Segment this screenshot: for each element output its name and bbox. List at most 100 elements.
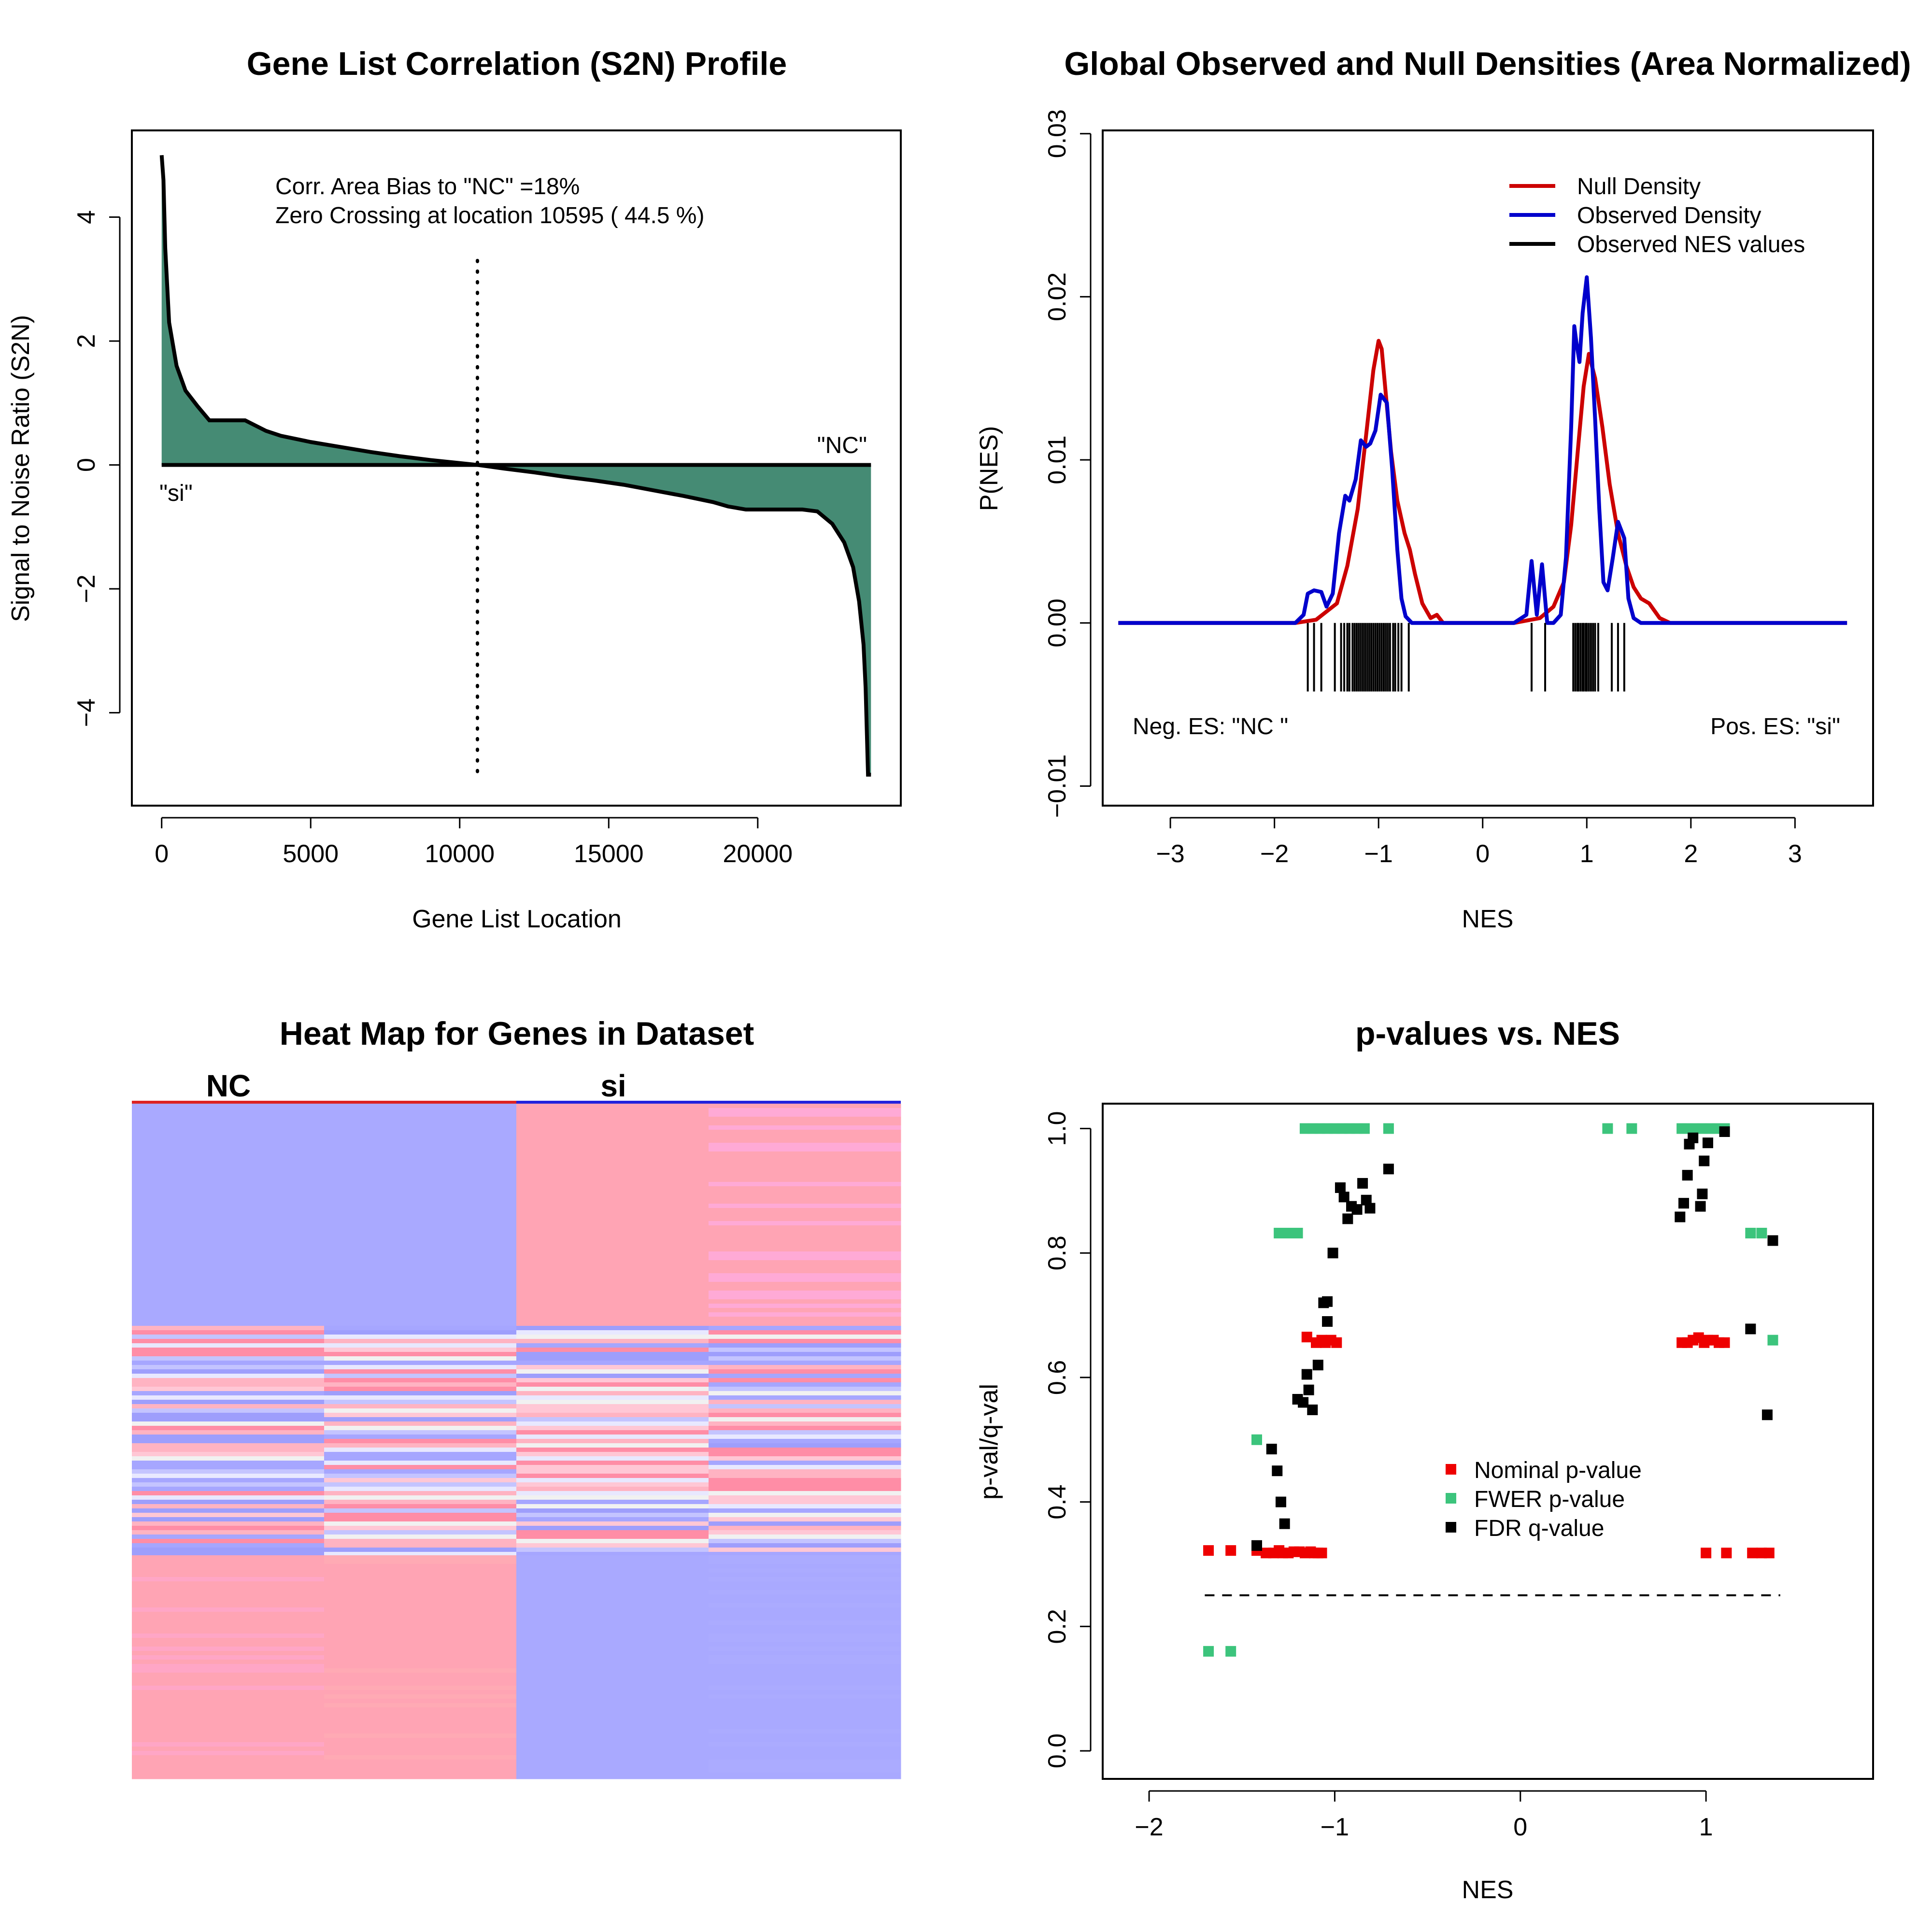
heatmap-cell <box>709 1134 901 1139</box>
heatmap-cell <box>324 1147 517 1152</box>
heatmap-cell <box>132 1395 325 1400</box>
heatmap-panel: Heat Map for Genes in Dataset NC si <box>132 1015 901 1779</box>
heatmap-cell <box>709 1586 901 1591</box>
heatmap-cell <box>709 1426 901 1431</box>
heatmap-cell <box>516 1178 709 1182</box>
heatmap-cell <box>709 1117 901 1122</box>
heatmap-cell <box>324 1443 517 1448</box>
heatmap-cell <box>516 1400 709 1405</box>
heatmap-cell <box>516 1521 709 1526</box>
heatmap-cell <box>709 1234 901 1239</box>
heatmap-cell <box>324 1395 517 1400</box>
heatmap-cell <box>709 1599 901 1604</box>
heatmap-cell <box>324 1404 517 1409</box>
heatmap-cell <box>709 1690 901 1695</box>
heatmap-cell <box>132 1356 325 1361</box>
heatmap-cell <box>324 1764 517 1769</box>
heatmap-cell <box>709 1777 901 1779</box>
heatmap-cell <box>709 1699 901 1704</box>
heatmap-cell <box>324 1742 517 1747</box>
heatmap-cell <box>516 1534 709 1539</box>
heatmap-cell <box>324 1521 517 1526</box>
fdr-q-point <box>1298 1397 1309 1408</box>
legend-fdr-label: FDR q-value <box>1474 1516 1604 1541</box>
heatmap-cell <box>709 1395 901 1400</box>
heatmap-cell <box>709 1487 901 1492</box>
heatmap-cell <box>709 1443 901 1448</box>
density-annotation-neg: Neg. ES: "NC " <box>1133 714 1288 739</box>
pvalue-y-tick-label: 0.6 <box>1043 1360 1071 1395</box>
heatmap-cell <box>132 1491 325 1496</box>
fdr-q-point <box>1697 1188 1708 1199</box>
fwer-p-point <box>1283 1228 1294 1239</box>
heatmap-cell <box>516 1234 709 1239</box>
heatmap-cell <box>132 1720 325 1725</box>
heatmap-cell <box>709 1465 901 1470</box>
heatmap-cell <box>324 1568 517 1573</box>
heatmap-cell <box>132 1555 325 1560</box>
heatmap-cell <box>132 1178 325 1182</box>
heatmap-cell <box>132 1594 325 1599</box>
fwer-p-point <box>1626 1123 1637 1134</box>
heatmap-cell <box>709 1590 901 1595</box>
heatmap-cell <box>709 1156 901 1161</box>
heatmap-cell <box>324 1186 517 1191</box>
heatmap-cell <box>516 1260 709 1265</box>
pvalue-y-tick-label: 0.4 <box>1043 1484 1071 1519</box>
heatmap-cell <box>324 1304 517 1308</box>
heatmap-cell <box>516 1352 709 1357</box>
heatmap-cell <box>709 1260 901 1265</box>
heatmap-cell <box>709 1607 901 1612</box>
heatmap-cell <box>516 1335 709 1339</box>
heatmap-cell <box>516 1603 709 1608</box>
heatmap-cell <box>324 1369 517 1374</box>
heatmap-cell <box>324 1461 517 1465</box>
heatmap-cell <box>516 1465 709 1470</box>
heatmap-cell <box>516 1526 709 1531</box>
heatmap-cell <box>324 1256 517 1261</box>
heatmap-cell <box>324 1548 517 1552</box>
heatmap-cell <box>132 1500 325 1505</box>
heatmap-cell <box>324 1755 517 1760</box>
heatmap-cell <box>516 1361 709 1365</box>
heatmap-cell <box>132 1165 325 1169</box>
null-density-line <box>1118 339 1847 625</box>
heatmap-cell <box>516 1378 709 1383</box>
heatmap-cell <box>132 1173 325 1178</box>
heatmap-cell <box>516 1243 709 1248</box>
heatmap-cell <box>709 1539 901 1544</box>
heatmap-cell <box>132 1699 325 1704</box>
heatmap-cell <box>516 1474 709 1478</box>
heatmap-cell <box>516 1321 709 1326</box>
heatmap-cell <box>132 1677 325 1682</box>
heatmap-cell <box>709 1400 901 1405</box>
heatmap-cell <box>132 1439 325 1444</box>
heatmap-cell <box>709 1647 901 1651</box>
fwer-p-point <box>1225 1646 1236 1657</box>
heatmap-cell <box>709 1104 901 1108</box>
heatmap-cell <box>132 1586 325 1591</box>
observed-density-line <box>1118 275 1847 625</box>
heatmap-cell <box>516 1238 709 1243</box>
heatmap-cell <box>324 1234 517 1239</box>
heatmap-cell <box>324 1474 517 1478</box>
heatmap-cell <box>516 1195 709 1200</box>
heatmap-cell <box>324 1251 517 1256</box>
heatmap-cell <box>324 1586 517 1591</box>
density-lines-layer <box>1118 275 1847 692</box>
heatmap-cell <box>516 1212 709 1217</box>
heatmap-cell <box>709 1295 901 1300</box>
heatmap-cell <box>709 1169 901 1174</box>
heatmap-cell <box>324 1182 517 1187</box>
fdr-q-point <box>1335 1182 1346 1193</box>
heatmap-cell <box>516 1291 709 1295</box>
pvalue-plot-frame <box>1102 1103 1874 1780</box>
heatmap-cell <box>132 1147 325 1152</box>
heatmap-cell <box>709 1474 901 1478</box>
heatmap-cell <box>516 1638 709 1643</box>
fdr-q-point <box>1357 1178 1368 1189</box>
pvalue-title: p-values vs. NES <box>1355 1015 1620 1052</box>
heatmap-cell <box>516 1564 709 1569</box>
heatmap-cell <box>516 1729 709 1734</box>
heatmap-cell <box>709 1204 901 1208</box>
